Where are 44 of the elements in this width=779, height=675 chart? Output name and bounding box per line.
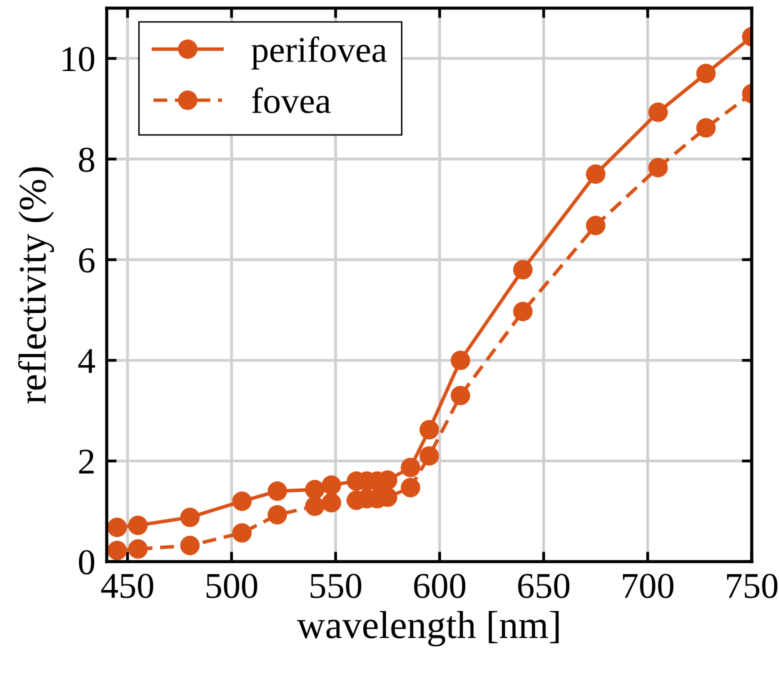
point	[322, 493, 342, 512]
point	[107, 518, 127, 538]
y-tick-label: 10	[62, 46, 94, 72]
x-tick-label: 700	[623, 574, 674, 598]
point	[322, 475, 342, 495]
point	[305, 496, 325, 516]
legend-label: fovea	[252, 87, 331, 114]
point	[450, 386, 470, 406]
point	[696, 118, 716, 138]
point	[180, 536, 200, 556]
point	[513, 260, 533, 280]
y-tick-label: 4	[78, 349, 96, 373]
point	[268, 481, 288, 501]
point	[232, 523, 252, 543]
point	[400, 458, 420, 478]
legend-label: perifovea	[252, 36, 387, 70]
point	[648, 158, 668, 178]
x-tick-label: 500	[206, 574, 258, 598]
y-tick-label: 8	[78, 148, 94, 172]
point	[420, 420, 439, 440]
x-tick-label: 750	[727, 574, 778, 598]
y-tick-label: 6	[79, 248, 95, 273]
point	[450, 350, 470, 370]
point	[107, 540, 127, 560]
x-axis-title: wavelength [nm]	[296, 611, 559, 646]
x-tick-label: 600	[414, 574, 466, 598]
point	[268, 505, 288, 525]
point	[586, 216, 606, 236]
point	[586, 164, 606, 184]
y-axis-title: reflectivity (%)	[18, 167, 54, 404]
point	[180, 508, 200, 528]
y-tick-label: 0	[78, 550, 94, 574]
x-tick-label: 550	[310, 574, 362, 598]
point	[232, 491, 252, 511]
x-tick-label: 450	[101, 574, 154, 598]
point	[128, 539, 148, 559]
point	[128, 516, 148, 536]
point	[696, 64, 716, 84]
point	[648, 102, 668, 122]
point	[420, 446, 439, 466]
y-tick-label: 2	[79, 450, 94, 474]
point	[400, 478, 420, 498]
point	[513, 302, 533, 322]
x-tick-label: 650	[518, 574, 570, 598]
